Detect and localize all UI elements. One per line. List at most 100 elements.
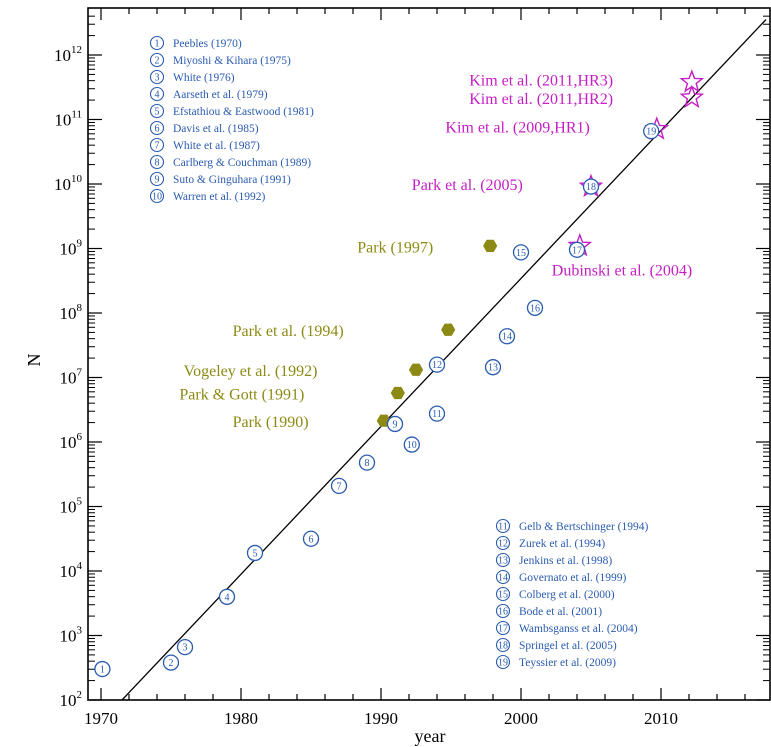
legend-circle bbox=[495, 586, 511, 602]
legend-circle bbox=[149, 188, 165, 204]
legend-circle bbox=[495, 654, 511, 670]
legend-circle bbox=[495, 603, 511, 619]
legend-entry: Suto & Ginguhara (1991) bbox=[173, 174, 291, 186]
annotation-magenta: Park et al. (2005) bbox=[412, 177, 523, 194]
annotation-magenta: Kim et al. (2011,HR3) bbox=[469, 72, 613, 89]
circle-marker-label: 4 bbox=[225, 592, 230, 603]
tick-labels: 1970 1980 1990 2000 201010210310410510610710… bbox=[54, 44, 678, 728]
legend-circle bbox=[495, 518, 511, 534]
circle-marker bbox=[358, 454, 376, 471]
circle-marker bbox=[176, 638, 194, 656]
circle-marker-label: 5 bbox=[253, 548, 258, 559]
x-tick-label: 1970 bbox=[84, 709, 118, 728]
annotation-olive: Park (1990) bbox=[233, 414, 309, 431]
legend-entry: Jenkins et al. (1998) bbox=[519, 555, 612, 567]
y-tick-label: 102 bbox=[60, 689, 83, 710]
legend-top-left: 1 Peebles (1970) 2 Miyoshi & Kihara (1975) 3… bbox=[149, 35, 314, 204]
legend-circle bbox=[149, 171, 165, 187]
circle-marker bbox=[330, 477, 348, 495]
legend-bottom-right: 11 Gelb & Bertschinger (1994) 12 Zurek et a… bbox=[495, 518, 649, 670]
circle-marker bbox=[568, 241, 586, 258]
circle-marker bbox=[498, 328, 516, 345]
legend-number: 14 bbox=[498, 573, 508, 584]
x-tick-label: 1980 bbox=[224, 709, 258, 728]
y-tick-label: 106 bbox=[60, 431, 83, 452]
legend-entry: Zurek et al. (1994) bbox=[519, 538, 605, 550]
legend-circle bbox=[149, 52, 165, 68]
legend-entry: Gelb & Bertschinger (1994) bbox=[519, 521, 649, 533]
plot-frame bbox=[87, 7, 771, 701]
circle-marker-label: 7 bbox=[337, 481, 342, 492]
circle-marker bbox=[246, 544, 264, 562]
circle-marker bbox=[302, 530, 320, 547]
hexagon-marker bbox=[408, 363, 424, 376]
star-marker bbox=[679, 69, 705, 93]
circle-marker-label: 12 bbox=[432, 360, 442, 371]
legend-circle bbox=[149, 86, 165, 102]
legend-entry: Warren et al. (1992) bbox=[173, 191, 265, 203]
y-tick-label: 103 bbox=[60, 625, 83, 646]
hexagon-marker bbox=[441, 323, 456, 336]
legend-circle bbox=[495, 552, 511, 568]
legend-number: 18 bbox=[498, 641, 508, 652]
hexagon-marker bbox=[390, 386, 405, 400]
circle-marker-label: 11 bbox=[432, 409, 442, 420]
circle-marker-label: 8 bbox=[365, 458, 370, 469]
circle-marker-label: 2 bbox=[169, 658, 174, 669]
legend-circle bbox=[149, 69, 165, 85]
legend-number: 7 bbox=[155, 141, 160, 152]
legend-circle bbox=[495, 535, 511, 551]
legend-entry: Springel et al. (2005) bbox=[519, 640, 617, 652]
circle-marker-label: 19 bbox=[646, 127, 656, 138]
circle-marker bbox=[94, 660, 111, 678]
circle-marker bbox=[526, 299, 544, 316]
y-tick-label: 1010 bbox=[54, 173, 83, 194]
annotation-magenta: Kim et al. (2011,HR2) bbox=[469, 91, 613, 108]
circle-marker bbox=[218, 588, 236, 605]
circle-marker-label: 6 bbox=[309, 534, 314, 545]
legend-entry: Peebles (1970) bbox=[173, 38, 242, 50]
legend-number: 4 bbox=[155, 90, 160, 101]
circle-marker-label: 3 bbox=[183, 643, 188, 654]
legend-entry: Wambsganss et al. (2004) bbox=[519, 623, 638, 635]
annotations: Park (1990) Park & Gott (1991) Vogeley et … bbox=[179, 72, 692, 431]
legend-number: 13 bbox=[498, 556, 508, 567]
legend-entry: Teyssier et al. (2009) bbox=[519, 657, 616, 669]
x-tick-label: 1990 bbox=[364, 709, 398, 728]
y-tick-label: 109 bbox=[60, 238, 83, 259]
x-axis-title: year bbox=[415, 726, 446, 746]
x-tick-label: 2000 bbox=[504, 709, 538, 728]
legend-entry: Miyoshi & Kihara (1975) bbox=[173, 55, 291, 67]
circle-marker bbox=[386, 415, 404, 433]
legend-circle bbox=[149, 35, 165, 51]
annotation-olive: Park et al. (1994) bbox=[233, 323, 344, 340]
circle-marker bbox=[643, 122, 660, 140]
circle-marker-label: 17 bbox=[572, 245, 582, 256]
legend-entry: Carlberg & Couchman (1989) bbox=[173, 157, 311, 169]
circle-marker-label: 15 bbox=[516, 248, 526, 259]
legend-entry: Colberg et al. (2000) bbox=[519, 589, 615, 601]
legend-circle bbox=[149, 120, 165, 136]
circle-marker bbox=[582, 178, 600, 195]
y-axis-title: N bbox=[24, 354, 44, 367]
y-tick-label: 108 bbox=[60, 302, 83, 323]
legend-number: 19 bbox=[498, 658, 508, 669]
legend-number: 17 bbox=[498, 624, 508, 635]
legend-entry: Bode et al. (2001) bbox=[519, 606, 602, 618]
legend-circle bbox=[149, 103, 165, 119]
circle-marker-label: 13 bbox=[488, 363, 498, 374]
annotation-olive: Park (1997) bbox=[357, 239, 433, 256]
legend-number: 11 bbox=[498, 522, 508, 533]
legend-number: 9 bbox=[155, 175, 160, 186]
annotation-magenta: Dubinski et al. (2004) bbox=[552, 263, 692, 280]
hexagon-marker bbox=[483, 239, 498, 252]
annotation-olive: Park & Gott (1991) bbox=[179, 386, 304, 403]
legend-number: 15 bbox=[498, 590, 508, 601]
y-tick-label: 105 bbox=[60, 496, 83, 517]
legend-circle bbox=[149, 137, 165, 153]
circle-marker-label: 9 bbox=[393, 419, 398, 430]
grid-ticks bbox=[88, 8, 770, 701]
y-tick-label: 107 bbox=[60, 367, 83, 388]
y-tick-label: 104 bbox=[60, 560, 83, 581]
